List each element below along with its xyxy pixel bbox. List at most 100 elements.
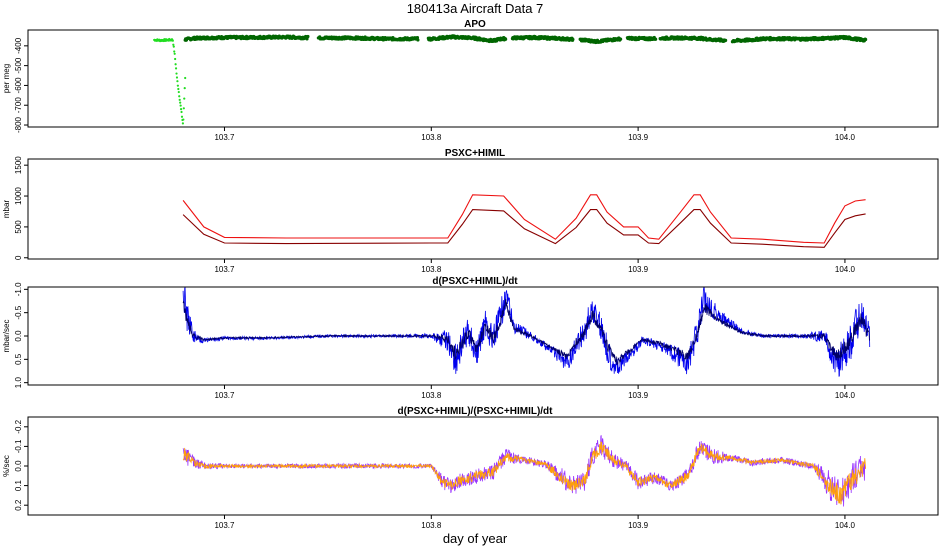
data-point bbox=[183, 97, 186, 100]
x-tick-label: 103.9 bbox=[628, 521, 649, 530]
data-point bbox=[174, 67, 178, 70]
y-tick-label: 1.0 bbox=[14, 377, 23, 389]
data-point bbox=[177, 87, 180, 91]
y-tick-label: -500 bbox=[14, 57, 23, 74]
data-point bbox=[173, 52, 176, 55]
data-point bbox=[864, 37, 868, 42]
y-tick-label: -700 bbox=[14, 97, 23, 114]
y-tick-label: 0.0 bbox=[14, 330, 23, 342]
x-tick-label: 104.0 bbox=[835, 265, 856, 274]
data-point bbox=[178, 95, 181, 98]
y-tick-label: -400 bbox=[14, 37, 23, 54]
data-point bbox=[179, 108, 183, 111]
y-axis-label: mbar/sec bbox=[2, 320, 11, 353]
data-point bbox=[181, 122, 185, 125]
data-point bbox=[183, 87, 186, 90]
y-axis-label: per meg bbox=[2, 64, 11, 93]
data-point bbox=[177, 90, 180, 94]
data-point bbox=[174, 57, 177, 61]
data-point bbox=[172, 45, 175, 48]
y-tick-label: 0 bbox=[14, 255, 23, 260]
x-tick-label: 103.7 bbox=[214, 265, 235, 274]
y-tick-label: -800 bbox=[14, 116, 23, 133]
data-point bbox=[173, 50, 176, 53]
x-tick-label: 103.7 bbox=[214, 133, 235, 142]
panel-title: APO bbox=[464, 19, 486, 30]
series-line bbox=[182, 194, 866, 244]
panel-title: d(PSXC+HIMIL)/(PSXC+HIMIL)/dt bbox=[398, 406, 554, 417]
x-tick-label: 104.0 bbox=[835, 133, 856, 142]
panel-4: d(PSXC+HIMIL)/(PSXC+HIMIL)/dt %/sec -0.2 -0… bbox=[2, 406, 939, 530]
data-point bbox=[174, 63, 177, 66]
data-point bbox=[176, 84, 179, 87]
x-tick-label: 103.8 bbox=[421, 265, 442, 274]
plot-area bbox=[182, 194, 866, 248]
y-tick-label: 0.5 bbox=[14, 353, 23, 365]
panel-3: d(PSXC+HIMIL)/dt mbar/sec -1.0 -0.5 0.0 0.5 1.… bbox=[2, 276, 939, 400]
data-point bbox=[184, 76, 187, 80]
series-line bbox=[182, 209, 866, 248]
panel-title: PSXC+HIMIL bbox=[445, 148, 505, 159]
x-tick-label: 103.9 bbox=[628, 391, 649, 400]
y-tick-label: 0.1 bbox=[14, 479, 23, 491]
data-point bbox=[179, 101, 182, 104]
x-tick-label: 104.0 bbox=[835, 521, 856, 530]
data-point bbox=[180, 110, 183, 114]
x-axis-label: day of year bbox=[443, 531, 508, 546]
y-tick-label: -1.0 bbox=[14, 282, 23, 296]
figure-title: 180413a Aircraft Data 7 bbox=[407, 1, 544, 16]
series-line bbox=[182, 441, 866, 505]
panels-container: APO per meg -400 -500 -600 -700 -800 103.7 103.8… bbox=[2, 19, 939, 530]
data-point bbox=[178, 98, 181, 101]
plot-area bbox=[182, 287, 871, 377]
plot-frame bbox=[27, 416, 939, 516]
data-point bbox=[176, 80, 179, 83]
series-line bbox=[182, 298, 871, 366]
data-point bbox=[619, 37, 623, 41]
x-tick-label: 103.7 bbox=[214, 391, 235, 400]
series-line bbox=[182, 287, 871, 377]
data-point bbox=[172, 43, 175, 46]
data-point bbox=[171, 39, 174, 42]
y-tick-label: -600 bbox=[14, 77, 23, 94]
x-tick-label: 103.8 bbox=[421, 391, 442, 400]
data-point bbox=[180, 115, 184, 118]
data-point bbox=[175, 72, 178, 75]
y-tick-label: -0.1 bbox=[14, 439, 23, 453]
x-tick-label: 103.8 bbox=[421, 521, 442, 530]
panel-title: d(PSXC+HIMIL)/dt bbox=[432, 276, 518, 287]
x-tick-label: 103.9 bbox=[628, 133, 649, 142]
plot-frame bbox=[27, 286, 939, 386]
x-tick-label: 103.7 bbox=[214, 521, 235, 530]
x-tick-label: 103.9 bbox=[628, 265, 649, 274]
data-point bbox=[504, 37, 508, 41]
data-point bbox=[182, 118, 185, 121]
y-tick-label: -0.2 bbox=[14, 419, 23, 433]
data-point bbox=[654, 37, 658, 41]
y-tick-label: 500 bbox=[14, 220, 23, 234]
x-tick-label: 104.0 bbox=[835, 391, 856, 400]
data-point bbox=[179, 104, 182, 107]
data-point bbox=[724, 38, 728, 42]
data-point bbox=[175, 76, 179, 79]
plot-frame bbox=[27, 158, 939, 260]
x-tick-label: 103.8 bbox=[421, 133, 442, 142]
panel-1: APO per meg -400 -500 -600 -700 -800 103.7 103.8… bbox=[2, 19, 939, 142]
y-tick-label: 0.2 bbox=[14, 499, 23, 511]
series-line bbox=[182, 435, 866, 507]
data-point bbox=[571, 37, 575, 42]
plot-area bbox=[182, 435, 866, 507]
plot-frame bbox=[27, 29, 939, 128]
y-tick-label: 1000 bbox=[14, 187, 23, 205]
y-tick-label: 1500 bbox=[14, 156, 23, 174]
data-point bbox=[306, 34, 310, 39]
y-tick-label: -0.5 bbox=[14, 305, 23, 319]
y-axis-label: %/sec bbox=[2, 455, 11, 477]
y-tick-label: 0.0 bbox=[14, 460, 23, 472]
panel-2: PSXC+HIMIL mbar 0 500 1000 1500 103.7 103.8 103.… bbox=[2, 148, 939, 274]
y-axis-label: mbar bbox=[2, 200, 11, 219]
data-point bbox=[416, 38, 420, 42]
data-point bbox=[182, 107, 185, 110]
plot-area bbox=[153, 34, 868, 125]
